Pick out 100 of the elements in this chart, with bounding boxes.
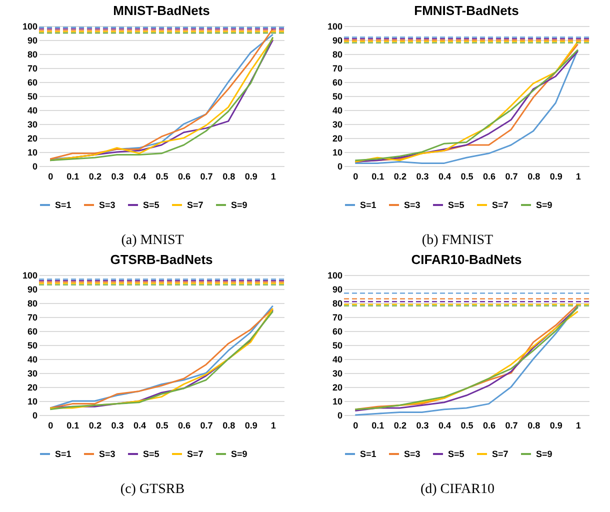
- x-tick-label: 0.6: [482, 420, 496, 430]
- legend-label: S=7: [492, 200, 508, 210]
- legend-label: S=3: [98, 200, 115, 210]
- x-tick-label: 0.8: [527, 172, 540, 182]
- y-tick-label: 50: [332, 92, 342, 102]
- y-tick-label: 20: [332, 134, 342, 144]
- x-tick-label: 0.4: [132, 172, 146, 182]
- x-tick-label: 0.9: [244, 172, 257, 182]
- x-tick-label: 0.6: [482, 172, 496, 182]
- y-tick-label: 70: [332, 64, 342, 74]
- y-tick-label: 90: [332, 284, 342, 294]
- y-tick-label: 0: [32, 410, 37, 420]
- x-tick-label: 0: [48, 172, 53, 182]
- y-tick-label: 100: [22, 22, 37, 32]
- legend-label: S=7: [492, 449, 508, 459]
- x-tick-label: 0.3: [110, 172, 124, 182]
- y-tick-label: 50: [26, 340, 37, 350]
- x-tick-label: 0.5: [155, 420, 168, 430]
- y-tick-label: 10: [26, 396, 37, 406]
- x-tick-label: 0.5: [460, 420, 473, 430]
- y-tick-label: 50: [26, 92, 37, 102]
- y-tick-label: 50: [332, 340, 342, 350]
- x-tick-label: 0.1: [66, 172, 79, 182]
- legend-label: S=1: [54, 200, 71, 210]
- x-tick-label: 0.3: [110, 420, 124, 430]
- x-tick-label: 1: [270, 420, 276, 430]
- text: (c) GTSRB: [120, 482, 185, 498]
- text: (d) CIFAR10: [420, 482, 495, 498]
- chart-title: GTSRB-BadNets: [110, 252, 212, 267]
- legend-label: S=3: [404, 200, 420, 210]
- x-tick-label: 0.5: [155, 172, 168, 182]
- y-tick-label: 30: [332, 368, 342, 378]
- y-tick-label: 90: [332, 36, 342, 46]
- legend-label: S=5: [448, 449, 464, 459]
- x-tick-label: 0.6: [178, 172, 190, 182]
- y-tick-label: 40: [26, 354, 37, 364]
- x-tick-label: 0.9: [244, 420, 257, 430]
- x-tick-label: 0.9: [549, 420, 562, 430]
- y-tick-label: 70: [26, 312, 37, 322]
- y-tick-label: 40: [26, 106, 37, 116]
- y-tick-label: 80: [332, 298, 342, 308]
- y-tick-label: 60: [26, 78, 37, 88]
- legend-label: S=3: [98, 449, 115, 459]
- y-tick-label: 0: [336, 410, 342, 420]
- x-tick-label: 0.2: [393, 172, 406, 182]
- x-tick-label: 0: [48, 420, 53, 430]
- y-tick-label: 80: [26, 50, 37, 60]
- x-tick-label: 0.9: [549, 172, 562, 182]
- x-tick-label: 0.8: [222, 172, 235, 182]
- x-tick-label: 0.4: [132, 420, 146, 430]
- y-tick-label: 80: [332, 50, 342, 60]
- y-tick-label: 0: [32, 162, 37, 172]
- y-tick-label: 30: [26, 368, 37, 378]
- y-tick-label: 40: [332, 106, 342, 116]
- y-tick-label: 60: [332, 326, 342, 336]
- y-tick-label: 100: [326, 270, 342, 280]
- chart-title: FMNIST-BadNets: [414, 3, 518, 18]
- y-tick-label: 60: [26, 326, 37, 336]
- y-tick-label: 0: [336, 162, 342, 172]
- legend-label: S=1: [54, 449, 71, 459]
- legend-label: S=9: [536, 449, 552, 459]
- legend-label: S=9: [230, 449, 247, 459]
- y-tick-label: 30: [332, 120, 342, 130]
- legend-label: S=7: [186, 449, 203, 459]
- legend-label: S=9: [536, 200, 552, 210]
- text: (b) FMNIST: [422, 233, 494, 249]
- legend-label: S=5: [448, 200, 464, 210]
- x-tick-label: 0.3: [416, 420, 428, 430]
- x-tick-label: 0: [352, 420, 358, 430]
- x-tick-label: 0.5: [460, 172, 473, 182]
- x-tick-label: 0.3: [416, 172, 428, 182]
- x-tick-label: 0.2: [393, 420, 406, 430]
- y-tick-label: 80: [26, 298, 37, 308]
- legend-label: S=3: [404, 449, 420, 459]
- x-tick-label: 1: [575, 420, 580, 430]
- x-tick-label: 0.4: [438, 172, 450, 182]
- y-tick-label: 10: [332, 148, 342, 158]
- legend-label: S=7: [186, 200, 203, 210]
- x-tick-label: 0.4: [438, 420, 450, 430]
- x-tick-label: 0.8: [222, 420, 235, 430]
- y-tick-label: 20: [332, 382, 342, 392]
- x-tick-label: 0.7: [200, 420, 212, 430]
- y-tick-label: 90: [26, 36, 37, 46]
- y-tick-label: 70: [26, 64, 37, 74]
- x-tick-label: 1: [270, 172, 276, 182]
- x-tick-label: 0.7: [504, 172, 518, 182]
- y-tick-label: 100: [22, 270, 37, 280]
- x-tick-label: 0.7: [504, 420, 518, 430]
- legend-label: S=5: [142, 200, 159, 210]
- x-tick-label: 0.1: [371, 420, 384, 430]
- y-tick-label: 20: [26, 382, 37, 392]
- chart-title: MNIST-BadNets: [112, 3, 210, 18]
- legend-label: S=9: [230, 200, 247, 210]
- y-tick-label: 20: [26, 134, 37, 144]
- x-tick-label: 0.2: [88, 172, 101, 182]
- text: (a) MNIST: [121, 233, 184, 249]
- x-tick-label: 0.7: [200, 172, 212, 182]
- x-tick-label: 1: [575, 172, 580, 182]
- y-tick-label: 40: [332, 354, 342, 364]
- x-tick-label: 0: [352, 172, 358, 182]
